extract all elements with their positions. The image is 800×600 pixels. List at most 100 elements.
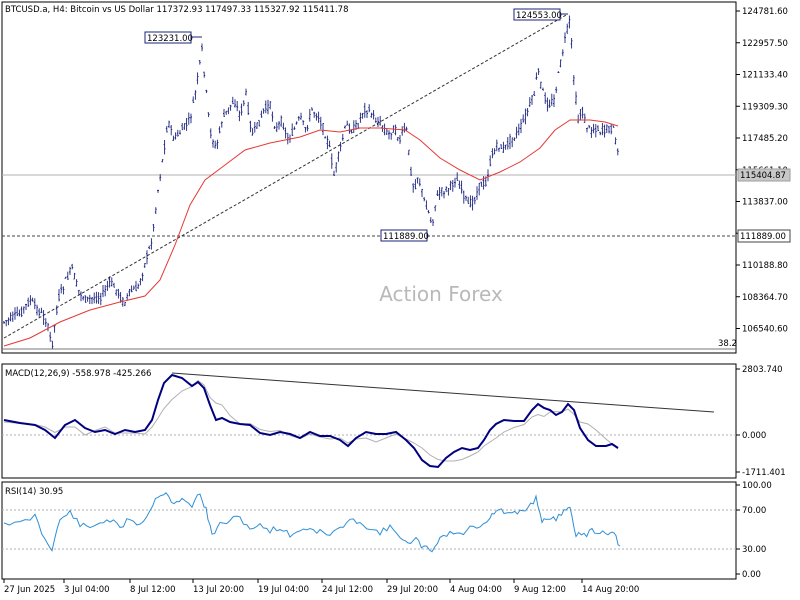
candle — [102, 285, 104, 298]
candle — [537, 68, 540, 75]
rsi-panel-frame — [1, 481, 737, 580]
candle — [390, 132, 393, 140]
candle — [93, 292, 96, 304]
candle — [55, 305, 58, 315]
candle — [454, 177, 456, 188]
candle — [542, 87, 544, 91]
candle — [388, 130, 390, 140]
candle — [517, 123, 520, 136]
candle — [333, 170, 335, 176]
candle — [291, 123, 294, 136]
candle — [73, 272, 76, 280]
candle — [434, 205, 437, 212]
candle — [60, 283, 63, 294]
time-tick-label: 19 Jul 04:00 — [258, 585, 309, 595]
macd-panel-frame — [1, 363, 737, 479]
candle — [592, 123, 595, 134]
candle — [216, 139, 219, 150]
candle — [36, 304, 38, 316]
candle — [273, 125, 276, 129]
candle — [401, 126, 404, 136]
candle — [29, 295, 32, 306]
candle — [143, 262, 146, 268]
price-tick-label: 110188.80 — [742, 261, 788, 271]
candle — [372, 110, 375, 120]
candle — [330, 153, 333, 169]
price-tick-label: 119309.30 — [742, 102, 788, 112]
candle — [528, 97, 531, 107]
candle — [603, 124, 606, 138]
candle — [557, 71, 560, 74]
price-panel-frame — [1, 1, 737, 354]
candle — [128, 288, 131, 297]
candle — [394, 124, 397, 136]
candle — [86, 296, 89, 302]
price-tick-label: 108364.70 — [742, 293, 788, 303]
candle — [214, 140, 217, 149]
candle — [473, 196, 476, 205]
candle — [460, 180, 463, 194]
candle — [572, 75, 575, 86]
candle — [75, 279, 78, 287]
candle — [165, 125, 168, 133]
candle — [53, 325, 56, 333]
candle — [69, 266, 71, 275]
candle — [284, 127, 287, 139]
candle — [553, 94, 555, 107]
candle — [425, 200, 428, 210]
candle — [258, 119, 261, 127]
candle — [209, 128, 212, 139]
candle — [456, 172, 459, 181]
candle — [190, 113, 192, 124]
svg-text:111889.00: 111889.00 — [383, 232, 429, 242]
time-tick-label: 9 Aug 12:00 — [514, 585, 566, 595]
candle — [315, 113, 318, 121]
candle — [161, 159, 164, 163]
candle — [247, 101, 250, 115]
time-tick-label: 14 Aug 20:00 — [582, 585, 639, 595]
svg-text:123231.00: 123231.00 — [147, 34, 193, 44]
candle — [520, 118, 522, 134]
candle — [498, 147, 500, 152]
annotation-low: 111889.00 — [380, 229, 429, 242]
candle — [350, 129, 353, 134]
price-tick-label: 117485.20 — [742, 134, 788, 144]
candle — [245, 88, 247, 96]
candle — [522, 114, 525, 123]
rsi-tick-label: 0.00 — [742, 570, 761, 580]
candle — [614, 137, 617, 145]
time-tick-label: 13 Jul 20:00 — [193, 585, 244, 595]
candle — [267, 99, 269, 115]
candle — [154, 207, 157, 215]
candle — [141, 272, 144, 282]
candle — [64, 276, 67, 279]
candle — [443, 190, 445, 199]
candle — [561, 49, 564, 57]
candle — [51, 340, 54, 349]
moving-average-line — [3, 119, 619, 347]
candle — [58, 289, 60, 302]
candle — [275, 122, 278, 133]
candle — [445, 186, 448, 193]
candle — [33, 298, 36, 310]
candle — [306, 124, 309, 132]
candle — [242, 100, 245, 107]
candle — [588, 125, 591, 129]
candle — [201, 43, 203, 52]
candle — [71, 263, 74, 270]
price-tick-label: 106540.60 — [742, 325, 788, 335]
candle — [280, 115, 283, 127]
candle — [115, 289, 118, 296]
candle — [3, 321, 5, 324]
candle — [377, 116, 379, 128]
candle — [524, 108, 527, 125]
rsi-axis: 100.00 70.00 30.00 0.00 — [736, 481, 772, 580]
candle — [282, 122, 285, 130]
candle — [531, 95, 533, 105]
candle — [396, 137, 399, 142]
candle — [504, 144, 507, 150]
candle — [18, 309, 21, 317]
svg-text:124553.00: 124553.00 — [516, 11, 562, 21]
level-price-text: 111889.00 — [740, 232, 786, 242]
